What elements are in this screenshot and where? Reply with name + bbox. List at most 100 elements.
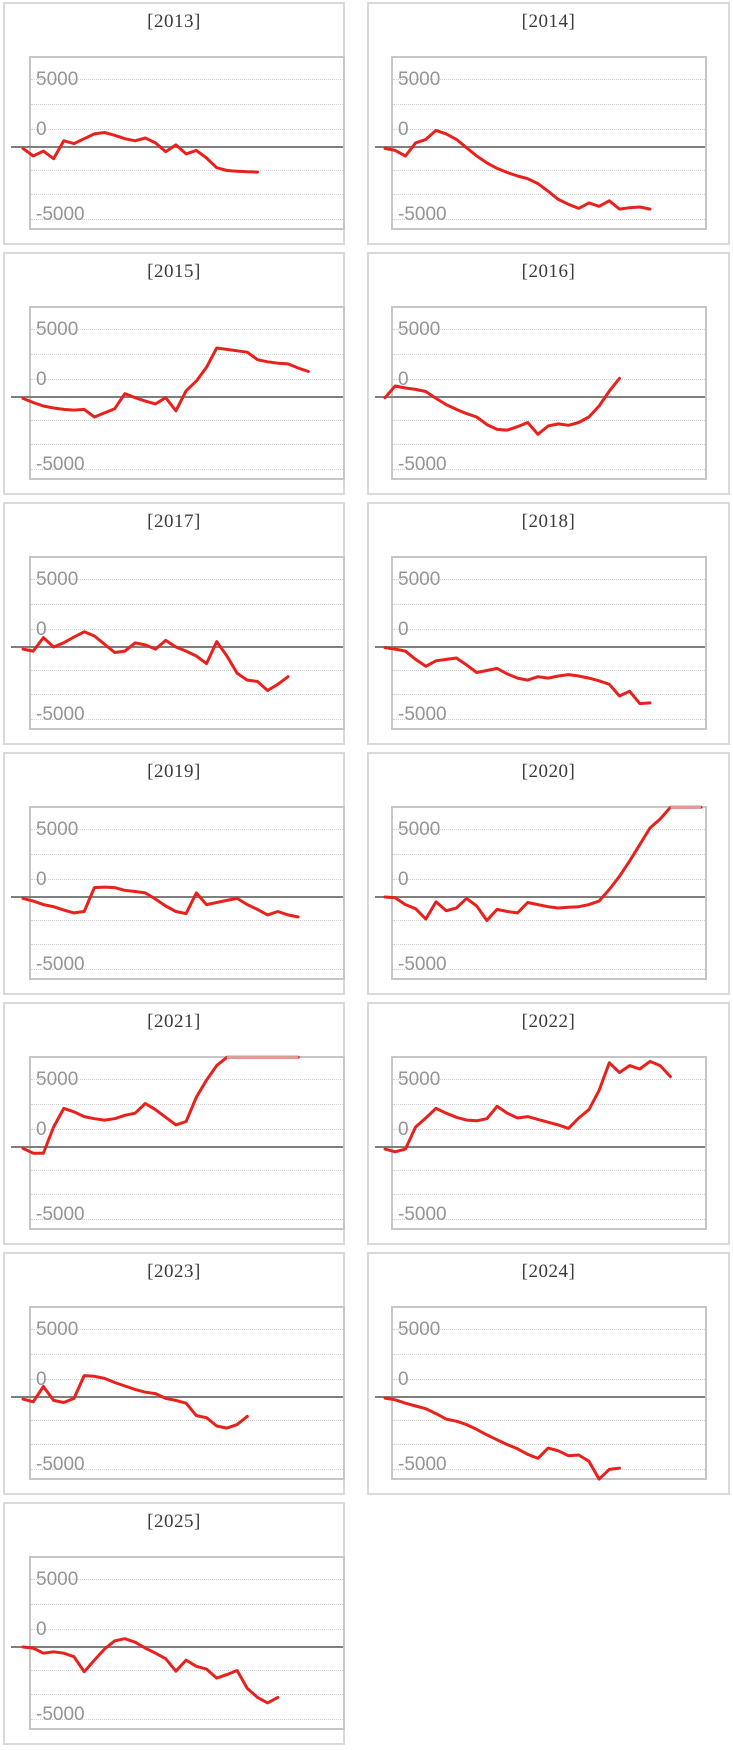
gridline bbox=[393, 719, 705, 720]
gridline bbox=[31, 194, 343, 195]
y-axis-label: 5000 bbox=[36, 1569, 79, 1590]
gridline bbox=[31, 329, 343, 330]
data-line bbox=[383, 646, 652, 706]
y-axis-label: 5000 bbox=[398, 819, 441, 840]
zero-line bbox=[11, 896, 343, 898]
gridline bbox=[31, 969, 343, 970]
data-line bbox=[383, 1059, 672, 1154]
plot-area: 5000 0 -5000 bbox=[391, 806, 707, 980]
panel-title: [2025] bbox=[147, 1511, 201, 1532]
zero-line bbox=[11, 1396, 343, 1398]
gridline bbox=[31, 1354, 343, 1355]
gridline bbox=[393, 129, 705, 130]
data-line bbox=[21, 1374, 249, 1430]
plot-area: 5000 0 -5000 bbox=[29, 1556, 345, 1730]
plot-area: 5000 0 -5000 bbox=[29, 1056, 345, 1230]
y-axis-label: 0 bbox=[36, 619, 47, 640]
gridline bbox=[393, 879, 705, 880]
data-line-svg bbox=[383, 128, 652, 211]
gridline bbox=[31, 1604, 343, 1605]
gridline bbox=[31, 1444, 343, 1445]
gridline bbox=[393, 854, 705, 855]
gridline bbox=[31, 379, 343, 380]
panel-title: [2013] bbox=[147, 11, 201, 32]
panel-title: [2023] bbox=[147, 1261, 201, 1282]
data-line-svg bbox=[383, 1059, 672, 1154]
gridline bbox=[31, 1694, 343, 1695]
y-axis-label: 0 bbox=[398, 1369, 409, 1390]
gridline bbox=[393, 1170, 705, 1171]
gridline bbox=[393, 194, 705, 195]
data-line bbox=[21, 885, 300, 919]
data-line bbox=[383, 1396, 621, 1481]
gridline bbox=[393, 670, 705, 671]
y-axis-label: 5000 bbox=[398, 319, 441, 340]
y-axis-label: 0 bbox=[398, 619, 409, 640]
data-line-svg bbox=[21, 885, 300, 919]
plot-area: 5000 0 -5000 bbox=[29, 556, 345, 730]
gridline bbox=[393, 604, 705, 605]
plot-area: 5000 0 -5000 bbox=[391, 1306, 707, 1480]
y-axis-label: -5000 bbox=[36, 1454, 85, 1475]
y-axis-label: 0 bbox=[36, 119, 47, 140]
data-line-svg bbox=[21, 131, 259, 174]
data-line bbox=[21, 630, 290, 692]
gridline bbox=[31, 170, 343, 171]
gridline bbox=[393, 219, 705, 220]
y-axis-label: -5000 bbox=[398, 1454, 447, 1475]
gridline bbox=[31, 354, 343, 355]
gridline bbox=[393, 104, 705, 105]
data-line-svg bbox=[21, 346, 310, 419]
y-axis-label: 5000 bbox=[398, 69, 441, 90]
gridline bbox=[393, 379, 705, 380]
zero-line bbox=[11, 1146, 343, 1148]
y-axis-label: -5000 bbox=[36, 454, 85, 475]
zero-line bbox=[11, 396, 343, 398]
gridline bbox=[31, 579, 343, 580]
data-line bbox=[383, 805, 703, 922]
zero-line bbox=[375, 646, 705, 648]
zero-line bbox=[375, 896, 705, 898]
year-panel: [2023] 5000 0 -5000 bbox=[3, 1252, 345, 1495]
plot-area: 5000 0 -5000 bbox=[391, 1056, 707, 1230]
gridline bbox=[393, 444, 705, 445]
gridline bbox=[393, 1444, 705, 1445]
y-axis-label: -5000 bbox=[398, 704, 447, 725]
y-axis-label: -5000 bbox=[36, 954, 85, 975]
gridline bbox=[31, 1104, 343, 1105]
y-axis-label: 0 bbox=[36, 1119, 47, 1140]
zero-line bbox=[375, 396, 705, 398]
y-axis-label: 0 bbox=[398, 369, 409, 390]
y-axis-label: 5000 bbox=[36, 319, 79, 340]
y-axis-label: 0 bbox=[398, 119, 409, 140]
plot-area: 5000 0 -5000 bbox=[29, 56, 345, 230]
gridline bbox=[393, 1354, 705, 1355]
plot-area: 5000 0 -5000 bbox=[29, 1306, 345, 1480]
gridline bbox=[31, 604, 343, 605]
data-line bbox=[383, 128, 652, 211]
y-axis-label: -5000 bbox=[36, 1204, 85, 1225]
data-line bbox=[21, 1637, 280, 1705]
gridline bbox=[31, 829, 343, 830]
gridline bbox=[393, 579, 705, 580]
gridline bbox=[31, 1219, 343, 1220]
data-line bbox=[383, 376, 621, 436]
gridline bbox=[393, 1379, 705, 1380]
gridline bbox=[31, 129, 343, 130]
panel-title: [2021] bbox=[147, 1011, 201, 1032]
y-axis-label: -5000 bbox=[36, 704, 85, 725]
gridline bbox=[31, 1170, 343, 1171]
y-axis-label: 5000 bbox=[36, 819, 79, 840]
panel-title: [2024] bbox=[521, 1261, 576, 1282]
gridline bbox=[31, 1329, 343, 1330]
panel-title: [2018] bbox=[521, 511, 576, 532]
panel-title: [2015] bbox=[147, 261, 201, 282]
data-line-svg bbox=[383, 376, 621, 436]
plot-area: 5000 0 -5000 bbox=[29, 306, 345, 480]
panel-title: [2022] bbox=[521, 1011, 576, 1032]
panel-title: [2019] bbox=[147, 761, 201, 782]
y-axis-label: 5000 bbox=[36, 1069, 79, 1090]
gridline bbox=[31, 694, 343, 695]
zero-line bbox=[375, 1146, 705, 1148]
